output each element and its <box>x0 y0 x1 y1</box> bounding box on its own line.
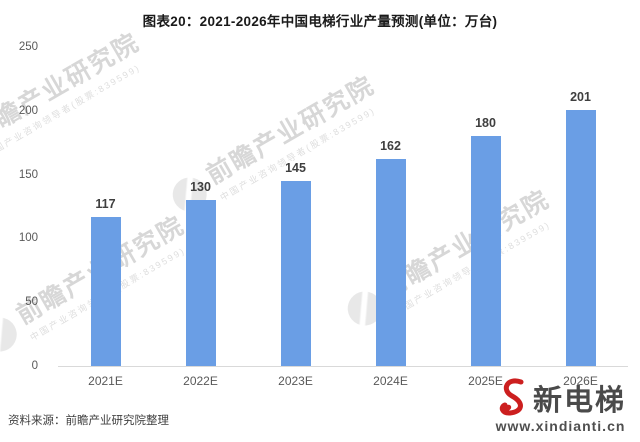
y-tick-label: 50 <box>25 296 38 309</box>
bar-value-label: 180 <box>475 116 496 131</box>
bar-value-label: 145 <box>285 160 306 175</box>
y-tick-label: 150 <box>18 168 38 181</box>
bar-value-label: 130 <box>190 180 211 195</box>
y-tick-label: 100 <box>18 232 38 245</box>
x-tick-label: 2022E <box>183 374 218 388</box>
bar-column: 180 <box>438 47 533 366</box>
x-tick-label: 2025E <box>468 374 503 388</box>
bar-value-label: 162 <box>380 139 401 154</box>
bar-value-label: 201 <box>570 89 591 104</box>
site-logo-name: 新电梯 <box>532 385 626 417</box>
x-axis: 2021E 2022E 2023E 2024E 2025E 2026E <box>58 374 628 388</box>
plot-area: 117 130 145 162 180 201 <box>58 47 628 367</box>
source-note: 资料来源：前瞻产业研究院整理 <box>8 415 169 427</box>
site-logo: 新电梯 www.xindianti.cn <box>495 378 626 434</box>
bar-column: 130 <box>153 47 248 366</box>
chart-title: 图表20：2021-2026年中国电梯行业产量预测(单位：万台) <box>142 14 498 29</box>
bar-column: 201 <box>533 47 628 366</box>
bar-2024E <box>375 159 406 366</box>
x-tick-label: 2024E <box>373 374 408 388</box>
y-tick-label: 200 <box>18 104 38 117</box>
bar-column: 162 <box>343 47 438 366</box>
bar-value-label: 117 <box>95 196 116 211</box>
x-tick-label: 2026E <box>563 374 598 388</box>
y-tick-label: 250 <box>18 41 38 53</box>
bar-2026E <box>565 109 596 366</box>
bar-2025E <box>470 136 501 366</box>
x-tick-label: 2021E <box>88 374 123 388</box>
bar-2023E <box>280 180 311 366</box>
x-tick-label: 2023E <box>278 374 313 388</box>
bar-2022E <box>185 200 216 366</box>
y-tick-label: 0 <box>31 360 38 372</box>
bar-2021E <box>90 216 121 366</box>
site-logo-url: www.xindianti.cn <box>495 418 626 434</box>
xindianti-logo-icon <box>499 378 524 416</box>
bar-column: 145 <box>248 47 343 366</box>
bar-column: 117 <box>58 47 153 366</box>
y-axis: 0 50 100 150 200 250 <box>0 41 40 372</box>
bar-columns: 117 130 145 162 180 201 <box>58 47 628 366</box>
